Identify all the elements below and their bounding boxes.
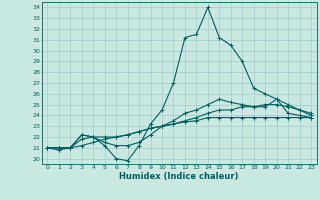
X-axis label: Humidex (Indice chaleur): Humidex (Indice chaleur)	[119, 172, 239, 181]
